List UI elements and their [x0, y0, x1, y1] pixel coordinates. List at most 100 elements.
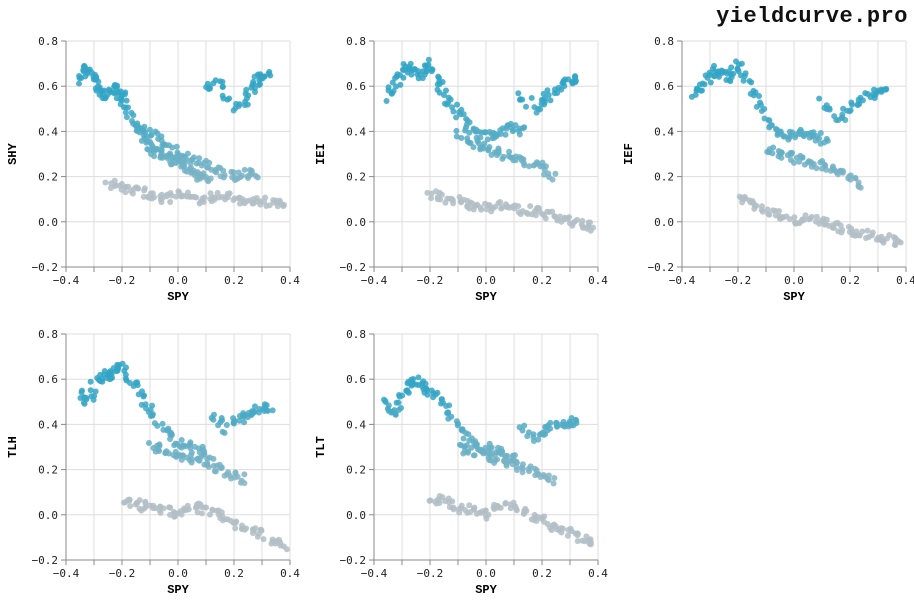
- scatter-point: [821, 161, 828, 168]
- chart-panel-tlt: −0.4 −0.2 0.0 0.2 0.4−0.20.00.20.40.60.8SPYT…: [314, 328, 608, 597]
- scatter-point: [510, 452, 517, 459]
- scatter-point: [397, 81, 404, 88]
- scatter-point: [179, 442, 186, 449]
- scatter-point: [489, 205, 496, 212]
- scatter-point: [145, 439, 152, 446]
- scatter-point: [389, 79, 396, 86]
- scatter-point: [186, 457, 193, 464]
- y-tick-label: 0.8: [38, 328, 58, 341]
- scatter-point: [122, 104, 129, 111]
- y-tick-label: 0.2: [346, 171, 366, 184]
- scatter-point: [95, 78, 102, 85]
- scatter-point: [864, 227, 871, 234]
- scatter-point: [719, 68, 726, 75]
- scatter-point: [513, 466, 520, 473]
- scatter-point: [520, 125, 527, 132]
- scatter-point: [135, 391, 142, 398]
- scatter-point: [176, 189, 183, 196]
- scatter-point: [512, 503, 519, 510]
- scatter-point: [230, 415, 237, 422]
- y-tick-label: 0.4: [346, 418, 366, 431]
- scatter-point: [823, 135, 830, 142]
- scatter-point: [526, 163, 533, 170]
- scatter-point: [572, 73, 579, 80]
- scatter-point: [434, 389, 441, 396]
- scatter-point: [542, 215, 549, 222]
- scatter-point: [203, 174, 210, 181]
- scatter-point: [397, 405, 404, 412]
- scatter-point: [130, 112, 137, 119]
- scatter-point: [555, 84, 562, 91]
- y-tick-label: 0.0: [38, 509, 58, 522]
- scatter-point: [487, 452, 494, 459]
- scatter-point: [149, 411, 156, 418]
- y-tick-label: 0.4: [654, 125, 674, 138]
- scatter-point: [102, 179, 109, 186]
- scatter-point: [465, 431, 472, 438]
- scatter-point: [518, 464, 525, 471]
- scatter-point: [428, 387, 435, 394]
- y-tick-label: 0.6: [346, 80, 366, 93]
- scatter-point: [160, 505, 167, 512]
- x-tick-label: 0.4: [280, 274, 300, 287]
- scatter-point: [533, 518, 540, 525]
- scatter-point: [539, 210, 546, 217]
- scatter-point: [472, 128, 479, 135]
- scatter-point: [470, 452, 477, 459]
- y-tick-label: 0.6: [38, 373, 58, 386]
- chart-panel-tlh: −0.4 −0.2 0.0 0.2 0.4−0.20.00.20.40.60.8SPYT…: [6, 328, 300, 597]
- scatter-point: [147, 132, 154, 139]
- scatter-point: [537, 163, 544, 170]
- y-tick-label: 0.0: [346, 509, 366, 522]
- scatter-point: [439, 78, 446, 85]
- scatter-point: [193, 194, 200, 201]
- chart-panel-ief: −0.4 −0.2 0.0 0.2 0.4−0.20.00.20.40.60.8SPYI…: [622, 35, 914, 304]
- scatter-point: [753, 103, 760, 110]
- scatter-point: [244, 101, 251, 108]
- scatter-point: [458, 135, 465, 142]
- scatter-point: [188, 157, 195, 164]
- scatter-point: [485, 511, 492, 518]
- scatter-point: [428, 66, 435, 73]
- scatter-point: [470, 506, 477, 513]
- scatter-point: [853, 228, 860, 235]
- scatter-point: [183, 156, 190, 163]
- scatter-point: [123, 97, 130, 104]
- scatter-point: [829, 165, 836, 172]
- x-tick-label: −0.2: [725, 274, 752, 287]
- scatter-point: [542, 163, 549, 170]
- scatter-point: [129, 190, 136, 197]
- scatter-point: [213, 507, 220, 514]
- scatter-point: [435, 73, 442, 80]
- scatter-point: [761, 115, 768, 122]
- y-axis-title: IEF: [622, 143, 636, 165]
- scatter-point: [239, 196, 246, 203]
- scatter-point: [740, 196, 747, 203]
- scatter-point: [200, 160, 207, 167]
- scatter-point: [808, 163, 815, 170]
- x-tick-label: −0.2: [417, 567, 444, 580]
- scatter-point: [585, 219, 592, 226]
- scatter-point: [236, 417, 243, 424]
- scatter-point: [454, 101, 461, 108]
- scatter-point: [590, 224, 597, 231]
- scatter-point: [787, 151, 794, 158]
- scatter-point: [166, 150, 173, 157]
- scatter-point: [776, 208, 783, 215]
- x-axis-title: SPY: [475, 290, 497, 304]
- scatter-point: [813, 213, 820, 220]
- scatter-point: [881, 86, 888, 93]
- scatter-point: [880, 239, 887, 246]
- scatter-point: [442, 199, 449, 206]
- scatter-point: [108, 370, 115, 377]
- scatter-point: [495, 150, 502, 157]
- scatter-point: [134, 185, 141, 192]
- scatter-point: [504, 203, 511, 210]
- scatter-point: [393, 399, 400, 406]
- scatter-point: [758, 203, 765, 210]
- scatter-point: [180, 163, 187, 170]
- scatter-point: [260, 536, 267, 543]
- scatter-point: [462, 127, 469, 134]
- scatter-point: [450, 108, 457, 115]
- scatter-point: [464, 138, 471, 145]
